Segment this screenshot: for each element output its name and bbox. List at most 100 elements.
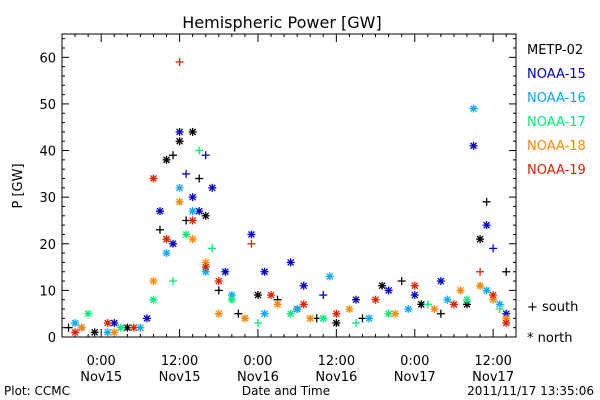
data-point-north: [365, 314, 374, 323]
data-point-north: [175, 137, 184, 146]
legend-entry: NOAA-17: [527, 115, 586, 130]
data-point-north: [182, 230, 191, 239]
data-point-south: [502, 267, 511, 276]
data-point-south: [195, 174, 204, 183]
y-tick-label: 60: [39, 51, 56, 66]
data-point-north: [116, 323, 125, 332]
data-point-north: [476, 281, 485, 290]
data-point-north: [404, 305, 413, 314]
data-point-north: [299, 281, 308, 290]
data-point-north: [489, 291, 498, 300]
data-point-south: [64, 323, 73, 332]
data-point-north: [443, 295, 452, 304]
data-point-south: [436, 309, 445, 318]
hemisphere-legend-entry: + south: [527, 300, 578, 315]
footer-credit: Plot: CCMC: [4, 384, 70, 398]
x-tick-label: 0:00: [243, 354, 272, 369]
data-point-north: [325, 272, 334, 281]
data-point-south: [182, 169, 191, 178]
data-point-north: [332, 309, 341, 318]
data-point-north: [149, 295, 158, 304]
x-tick-label: 12:00: [474, 354, 511, 369]
data-point-north: [299, 300, 308, 309]
x-tick-sublabel: Nov16: [315, 370, 357, 385]
data-point-north: [482, 286, 491, 295]
data-point-north: [71, 328, 80, 337]
data-point-north: [267, 291, 276, 300]
y-tick-label: 10: [39, 284, 56, 299]
data-point-south: [351, 319, 360, 328]
data-point-north: [149, 174, 158, 183]
series-noaa-19: [71, 57, 511, 337]
data-point-north: [208, 183, 217, 192]
data-point-north: [77, 323, 86, 332]
data-point-north: [476, 235, 485, 244]
data-point-north: [188, 235, 197, 244]
data-point-north: [273, 300, 282, 309]
legend-entry: NOAA-16: [527, 91, 586, 106]
data-point-south: [476, 267, 485, 276]
data-point-south: [214, 286, 223, 295]
data-point-south: [319, 291, 328, 300]
data-point-north: [162, 235, 171, 244]
data-point-north: [286, 309, 295, 318]
data-points: [64, 57, 511, 337]
series-noaa-15: [77, 127, 511, 332]
data-point-north: [214, 277, 223, 286]
y-tick-label: 0: [48, 331, 56, 346]
data-point-north: [175, 197, 184, 206]
legend-entry: NOAA-19: [527, 163, 586, 178]
footer-timestamp: 2011/11/17 13:35:06: [467, 384, 594, 398]
data-point-north: [456, 286, 465, 295]
data-point-south: [423, 300, 432, 309]
data-point-north: [351, 295, 360, 304]
data-point-north: [142, 314, 151, 323]
data-point-north: [103, 319, 112, 328]
series-noaa-16: [71, 104, 504, 337]
data-point-north: [175, 183, 184, 192]
data-point-north: [469, 141, 478, 150]
data-point-north: [188, 207, 197, 216]
chart-title: Hemispheric Power [GW]: [182, 13, 381, 32]
data-point-south: [397, 277, 406, 286]
legend-entry: NOAA-15: [527, 67, 586, 82]
data-point-north: [129, 323, 138, 332]
plot-frame: [61, 33, 517, 338]
data-point-south: [201, 151, 210, 160]
data-point-north: [286, 258, 295, 267]
legend-entry: NOAA-18: [527, 139, 586, 154]
legend: METP-02 NOAA-15 NOAA-16 NOAA-17 NOAA-18 NOAA-…: [527, 43, 586, 178]
hemisphere-legend-entry: * north: [527, 331, 573, 346]
x-tick-sublabel: Nov17: [394, 370, 436, 385]
data-point-south: [155, 225, 164, 234]
data-point-north: [162, 155, 171, 164]
y-axis-label: P [GW]: [11, 163, 26, 208]
data-point-north: [430, 305, 439, 314]
data-point-south: [208, 244, 217, 253]
data-point-north: [345, 305, 354, 314]
legend-entry: METP-02: [527, 43, 583, 58]
x-tick-label: 0:00: [400, 354, 429, 369]
data-point-north: [110, 328, 119, 337]
data-point-south: [489, 244, 498, 253]
data-point-north: [221, 267, 230, 276]
data-point-north: [240, 314, 249, 323]
data-point-south: [169, 277, 178, 286]
data-point-north: [436, 277, 445, 286]
data-point-north: [378, 281, 387, 290]
data-point-north: [306, 314, 315, 323]
data-point-north: [469, 104, 478, 113]
data-point-north: [169, 239, 178, 248]
series-metp-02: [64, 127, 511, 337]
data-point-north: [410, 281, 419, 290]
y-tick-label: 40: [39, 145, 56, 160]
data-point-north: [391, 309, 400, 318]
x-tick-label: 12:00: [161, 354, 198, 369]
data-point-north: [384, 286, 393, 295]
x-tick-sublabel: Nov16: [237, 370, 279, 385]
data-point-south: [195, 146, 204, 155]
series-noaa-18: [77, 197, 511, 337]
data-point-north: [293, 305, 302, 314]
data-point-north: [175, 127, 184, 136]
